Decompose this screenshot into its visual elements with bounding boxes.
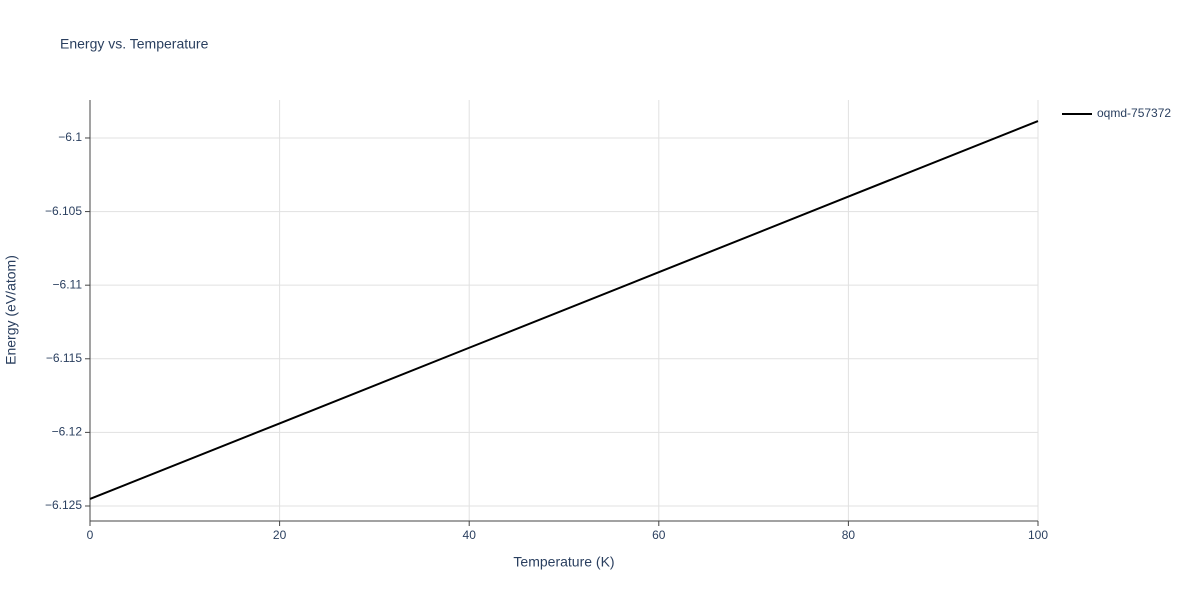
series-line	[89, 120, 1039, 500]
y-tick-label: −6.115	[46, 351, 82, 365]
chart-title: Energy vs. Temperature	[60, 36, 209, 52]
x-tick-label: 20	[273, 528, 287, 542]
x-tick-label: 100	[1028, 528, 1048, 542]
y-tick-label: −6.125	[45, 498, 82, 512]
x-axis-title: Temperature (K)	[513, 554, 614, 570]
x-tick-label: 40	[463, 528, 477, 542]
x-tick-label: 80	[842, 528, 856, 542]
y-axis-title: Energy (eV/atom)	[3, 255, 19, 365]
legend-label: oqmd-757372	[1097, 106, 1171, 120]
x-tick-label: 0	[87, 528, 94, 542]
y-tick-label: −6.12	[52, 425, 83, 439]
y-tick-label: −6.1	[58, 130, 82, 144]
y-tick-label: −6.11	[53, 277, 83, 291]
x-tick-label: 60	[652, 528, 666, 542]
y-tick-label: −6.105	[45, 204, 82, 218]
